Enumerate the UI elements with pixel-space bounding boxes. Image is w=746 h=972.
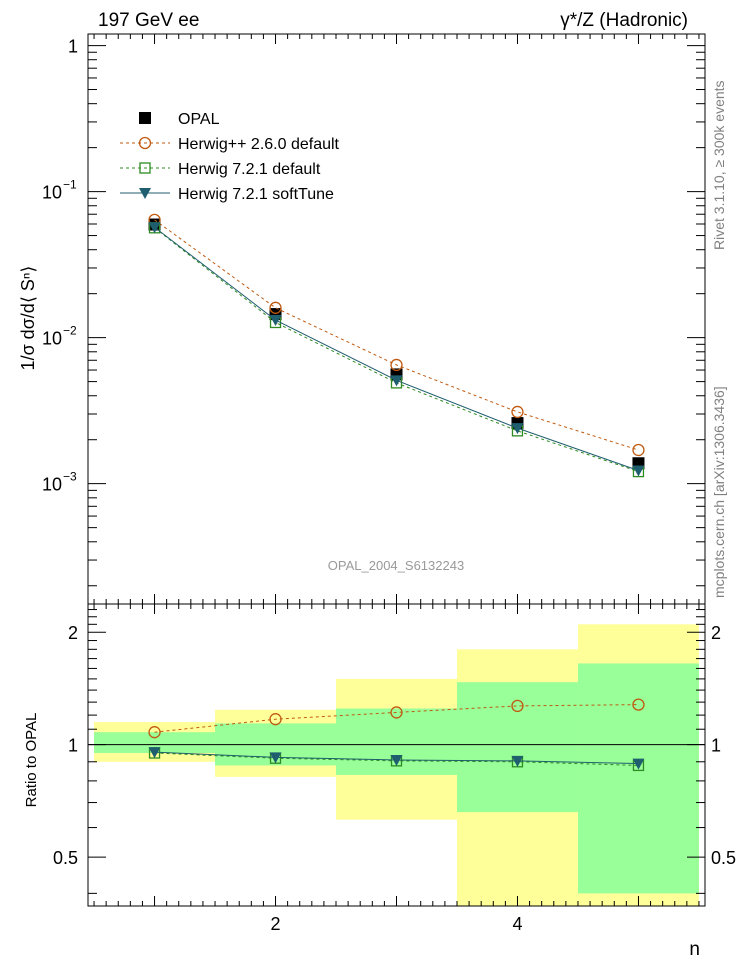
y-tick-label-base: 10 bbox=[42, 183, 62, 203]
main-point-1-2 bbox=[390, 358, 403, 372]
ratio-y-tick-label-left-0: 2 bbox=[68, 623, 78, 643]
y-tick-label-exp: −3 bbox=[63, 470, 77, 484]
main-series-3 bbox=[148, 222, 645, 477]
legend-label: Herwig 7.2.1 softTune bbox=[178, 186, 334, 203]
mcplots-label: mcplots.cern.ch [arXiv:1306.3436] bbox=[711, 386, 727, 598]
main-point-3-3 bbox=[511, 423, 524, 435]
main-series-0 bbox=[148, 218, 645, 470]
main-series bbox=[148, 213, 645, 478]
main-point-3-4 bbox=[632, 465, 645, 477]
ratio-point-0-1 bbox=[269, 713, 282, 726]
green-band-4 bbox=[577, 663, 699, 894]
main-series-1 bbox=[148, 213, 645, 457]
ratio-ylabel: Ratio to OPAL bbox=[23, 713, 40, 808]
y-tick-label-text: 1 bbox=[68, 37, 78, 57]
main-ylabel: 1/σ dσ/d⟨ Sⁿ⟩ bbox=[18, 266, 38, 371]
y-tick-label-exp: −1 bbox=[63, 178, 77, 192]
header-right: γ*/Z (Hadronic) bbox=[560, 10, 688, 31]
analysis-watermark: OPAL_2004_S6132243 bbox=[328, 558, 464, 573]
legend-marker bbox=[139, 112, 151, 124]
main-line-3 bbox=[154, 226, 639, 472]
main-point-0-3 bbox=[511, 417, 524, 430]
x-axis-label: n bbox=[689, 939, 700, 960]
y-tick-label-base: 10 bbox=[42, 475, 62, 495]
ratio-point-2-3 bbox=[511, 755, 524, 767]
legend-marker bbox=[138, 136, 152, 150]
main-series-2 bbox=[148, 222, 645, 478]
legend: OPAL Herwig++ 2.6.0 default Herwig 7.2.1 d… bbox=[120, 111, 340, 203]
ratio-y-tick-label-right-0: 2 bbox=[711, 623, 721, 643]
main-point-1-4 bbox=[632, 443, 645, 457]
main-point-1-1 bbox=[269, 301, 282, 314]
main-point-1-3 bbox=[511, 405, 524, 419]
main-line-1 bbox=[154, 219, 639, 451]
main-point-3-0 bbox=[148, 222, 161, 234]
header-left: 197 GeV ee bbox=[98, 10, 199, 31]
ratio-point-0-2 bbox=[390, 706, 403, 719]
legend-label: Herwig 7.2.1 default bbox=[178, 161, 321, 178]
ratio-series-0 bbox=[148, 698, 645, 739]
ratio-series bbox=[148, 698, 645, 772]
legend-entry-3: Herwig 7.2.1 softTune bbox=[120, 186, 334, 203]
legend-entry-1: Herwig++ 2.6.0 default bbox=[120, 136, 340, 153]
ratio-y-tick-label-right-2: 0.5 bbox=[711, 848, 736, 868]
x-tick-label-1: 4 bbox=[512, 914, 522, 934]
rivet-label: Rivet 3.1.10, ≥ 300k events bbox=[711, 80, 727, 250]
ratio-bands bbox=[94, 624, 699, 906]
ratio-y-tick-label-right-1: 1 bbox=[711, 736, 721, 756]
ratio-point-2-4 bbox=[632, 758, 645, 770]
legend-label: Herwig++ 2.6.0 default bbox=[178, 136, 340, 153]
ratio-point-0-4 bbox=[632, 698, 645, 711]
green-band-0 bbox=[94, 732, 216, 754]
legend-marker bbox=[139, 162, 151, 174]
legend-entry-2: Herwig 7.2.1 default bbox=[120, 161, 321, 178]
green-band-3 bbox=[456, 682, 578, 813]
legend-label: OPAL bbox=[178, 111, 220, 128]
y-tick-label-2: 10 −2 bbox=[42, 324, 77, 349]
y-tick-label-exp: −2 bbox=[63, 324, 77, 338]
main-line-2 bbox=[154, 227, 639, 473]
ratio-line-0 bbox=[154, 704, 639, 733]
main-point-3-1 bbox=[269, 315, 282, 327]
ratio-point-2-0 bbox=[148, 747, 161, 759]
ratio-point-0-0 bbox=[148, 726, 161, 739]
ratio-y-tick-label-left-2: 0.5 bbox=[53, 848, 78, 868]
y-tick-label-0: 1 bbox=[68, 37, 78, 57]
main-point-3-2 bbox=[390, 375, 403, 387]
y-tick-label-base: 10 bbox=[42, 329, 62, 349]
ratio-point-0-3 bbox=[511, 699, 524, 713]
legend-entry-0: OPAL bbox=[139, 111, 220, 128]
y-tick-label-3: 10 −3 bbox=[42, 470, 77, 495]
y-tick-label-1: 10 −1 bbox=[42, 178, 77, 203]
ratio-series-2 bbox=[148, 747, 645, 770]
ratio-point-2-2 bbox=[390, 754, 403, 766]
ratio-point-2-1 bbox=[269, 752, 282, 764]
x-tick-label-0: 2 bbox=[271, 914, 281, 934]
legend-marker bbox=[139, 188, 151, 199]
ratio-y-tick-label-left-1: 1 bbox=[68, 736, 78, 756]
